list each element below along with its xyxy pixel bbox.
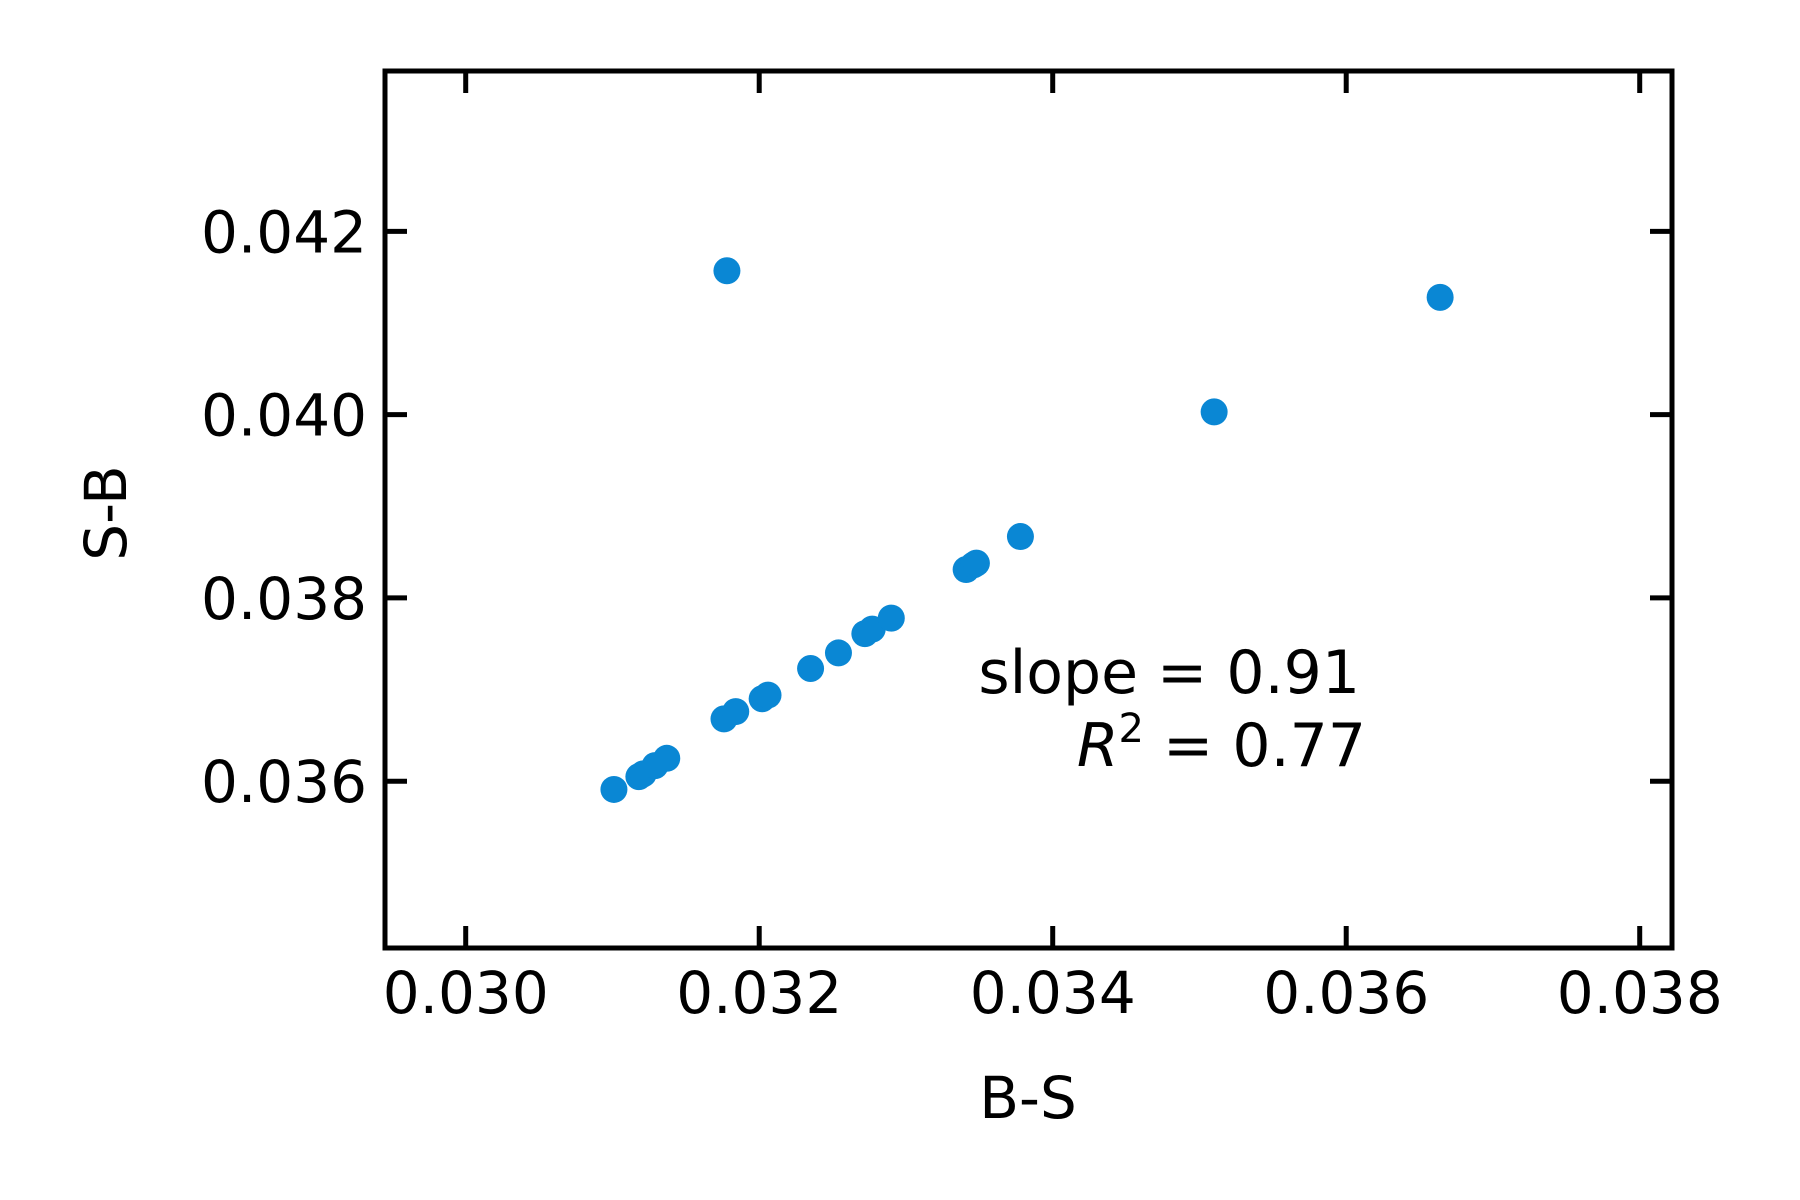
x-tick-label: 0.036 bbox=[1263, 959, 1429, 1027]
scatter-point bbox=[1426, 283, 1454, 311]
y-axis-label: S-B bbox=[72, 465, 140, 560]
scatter-point bbox=[824, 639, 852, 667]
r-squared-symbol: R bbox=[1077, 711, 1119, 781]
x-axis-ticks bbox=[463, 71, 1643, 948]
scatter-point bbox=[600, 775, 628, 803]
plot-area bbox=[600, 257, 1454, 803]
r-squared-exponent: 2 bbox=[1119, 706, 1144, 752]
r-squared-value: = 0.77 bbox=[1144, 711, 1366, 781]
scatter-point bbox=[713, 257, 741, 285]
scatter-point bbox=[1006, 523, 1034, 551]
scatter-point bbox=[877, 604, 905, 632]
scatter-point bbox=[754, 681, 782, 709]
x-tick-label: 0.034 bbox=[970, 959, 1136, 1027]
slope-annotation: slope = 0.91 bbox=[978, 638, 1360, 708]
x-axis-label: B-S bbox=[979, 1064, 1077, 1132]
scatter-point bbox=[797, 654, 825, 682]
x-tick-label: 0.032 bbox=[676, 959, 842, 1027]
y-axis-tick-labels: 0.036 0.038 0.040 0.042 bbox=[201, 198, 367, 816]
r-squared-annotation: R2 = 0.77 bbox=[1077, 706, 1366, 781]
scatter-point bbox=[1200, 398, 1228, 426]
y-tick-label: 0.042 bbox=[201, 198, 367, 266]
x-tick-label: 0.038 bbox=[1557, 959, 1723, 1027]
plot-frame bbox=[382, 68, 1675, 951]
scatter-point bbox=[722, 698, 750, 726]
y-tick-label: 0.036 bbox=[201, 748, 367, 816]
x-axis-tick-labels: 0.030 0.032 0.034 0.036 0.038 bbox=[383, 959, 1723, 1027]
scatter-point bbox=[962, 549, 990, 577]
x-tick-label: 0.030 bbox=[383, 959, 549, 1027]
y-axis-ticks bbox=[385, 228, 1672, 784]
y-tick-label: 0.040 bbox=[201, 382, 367, 450]
y-tick-label: 0.038 bbox=[201, 565, 367, 633]
scatter-point bbox=[653, 744, 681, 772]
